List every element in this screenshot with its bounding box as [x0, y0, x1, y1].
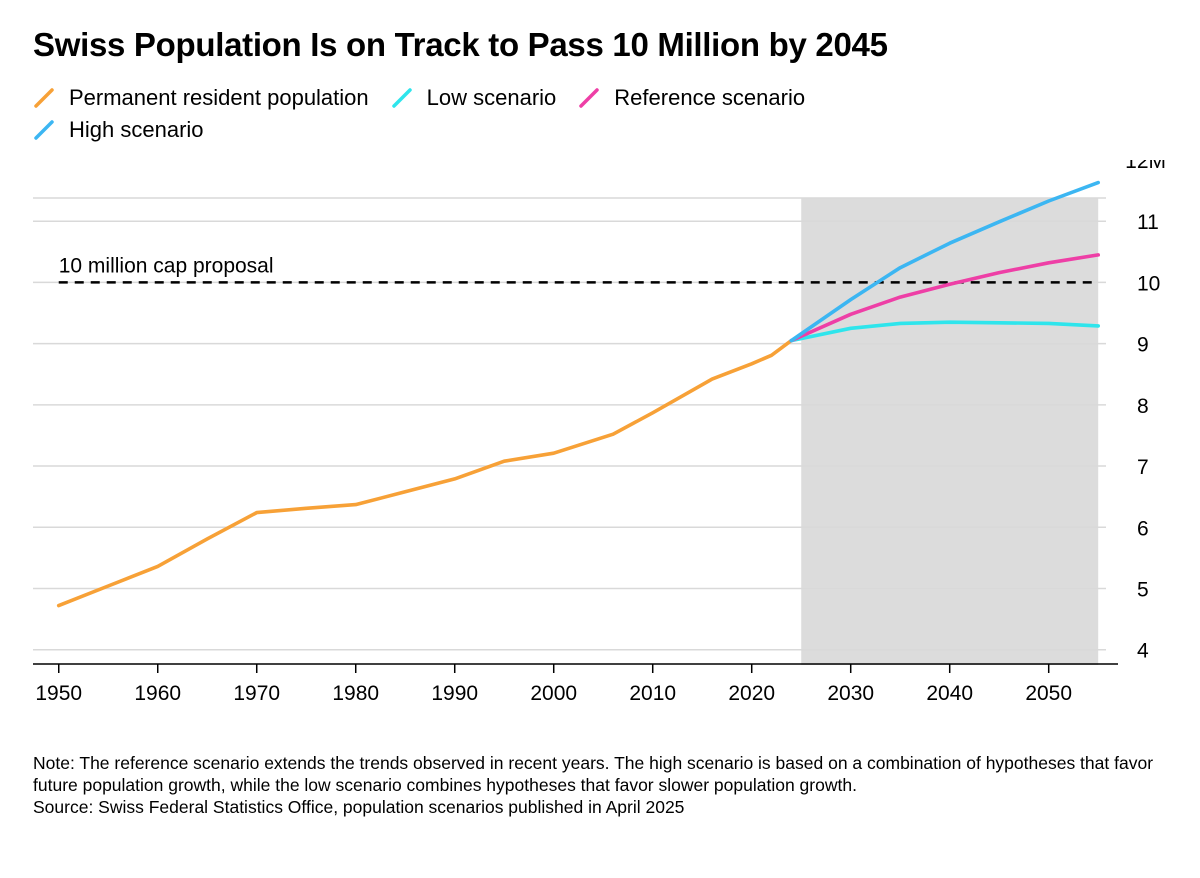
x-tick-label: 1970: [233, 682, 280, 705]
line-chart: 4 5 6 7 8 9 10 11 12M 1950 1960 1970 1980 1990 2000 201…: [33, 160, 1166, 705]
x-tick-label: 1980: [332, 682, 379, 705]
legend-item-permanent-population: Permanent resident population: [33, 85, 369, 111]
legend-item-low-scenario: Low scenario: [391, 85, 557, 111]
legend-label: Low scenario: [426, 85, 557, 110]
permanent-population-line: [56, 338, 794, 608]
projection-shading: [801, 198, 1099, 665]
legend-label: Reference scenario: [614, 85, 806, 110]
x-tick-label: 2010: [629, 682, 676, 705]
chart-title: Swiss Population Is on Track to Pass 10 …: [33, 26, 888, 63]
legend-swatch-icon: [34, 88, 54, 108]
cap-reference-label: 10 million cap proposal: [59, 254, 274, 277]
legend-swatch-icon: [34, 120, 54, 140]
x-tick-label: 2030: [827, 682, 874, 705]
x-tick-label: 2020: [728, 682, 775, 705]
y-tick-label: 12M: [1125, 160, 1166, 173]
source-text: Source: Swiss Federal Statistics Office,…: [33, 797, 685, 817]
y-tick-label: 11: [1137, 211, 1159, 234]
legend-row: Permanent resident population Low scenar…: [33, 82, 1033, 114]
y-tick-label: 9: [1137, 334, 1149, 357]
legend-label: High scenario: [69, 117, 204, 142]
x-tick-label: 1990: [431, 682, 478, 705]
y-tick-label: 5: [1137, 578, 1149, 601]
x-tick-label: 2050: [1025, 682, 1072, 705]
legend-swatch-icon: [579, 88, 600, 108]
note-text: Note: The reference scenario extends the…: [33, 753, 1154, 795]
legend-item-reference-scenario: Reference scenario: [578, 85, 805, 111]
y-tick-label: 7: [1137, 456, 1149, 479]
legend-row: High scenario: [33, 114, 1033, 146]
x-tick-label: 2000: [530, 682, 577, 705]
y-tick-label: 8: [1137, 395, 1149, 418]
legend-label: Permanent resident population: [69, 85, 369, 110]
legend: Permanent resident population Low scenar…: [33, 82, 1033, 146]
x-tick-label: 1950: [35, 682, 82, 705]
x-tick-label: 2040: [926, 682, 973, 705]
legend-swatch-icon: [391, 88, 412, 108]
chart-notes: Note: The reference scenario extends the…: [33, 752, 1173, 818]
y-tick-label: 6: [1137, 517, 1149, 540]
y-tick-label: 10: [1137, 272, 1160, 295]
x-tick-label: 1960: [134, 682, 181, 705]
legend-item-high-scenario: High scenario: [33, 117, 204, 143]
y-tick-label: 4: [1137, 640, 1149, 663]
